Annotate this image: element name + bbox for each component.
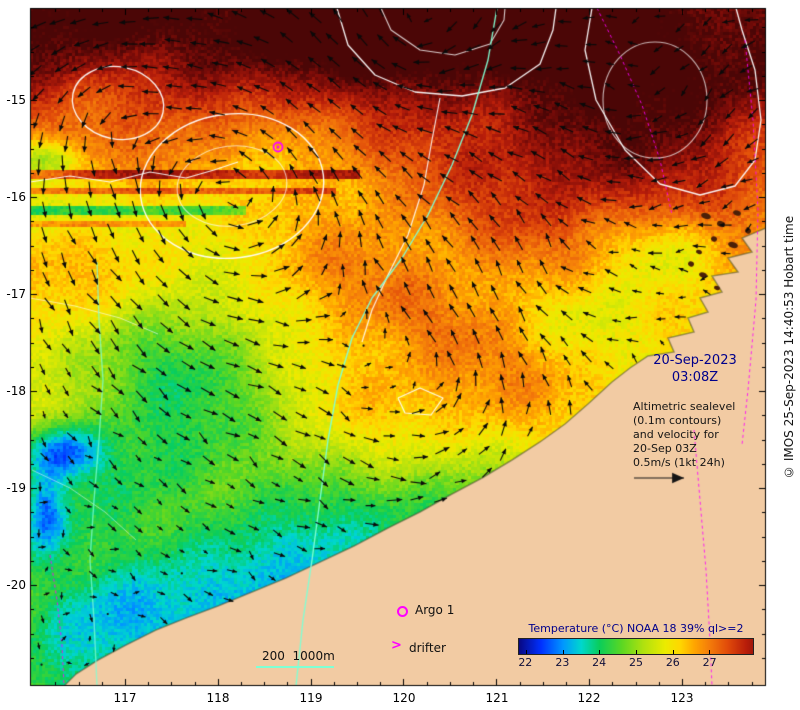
annotation-line: 20-Sep 03Z — [633, 442, 697, 455]
y-axis-label: -17 — [6, 287, 26, 301]
isobath-legend-label: 200 1000m — [262, 649, 335, 663]
colorbar-tick-label: 26 — [665, 656, 680, 669]
annotation-line: (0.1m contours) — [633, 414, 722, 427]
colorbar-tickmark — [672, 650, 674, 654]
y-axis-label: -19 — [6, 481, 26, 495]
x-axis-label: 120 — [392, 691, 416, 705]
colorbar-gradient — [518, 638, 754, 655]
temperature-colorbar: Temperature (°C) NOAA 18 39% ql>=2 22 23… — [518, 622, 754, 670]
isobath-line-icon — [256, 666, 334, 668]
drifter-legend-label: drifter — [409, 641, 446, 655]
y-axis-label: -18 — [6, 384, 26, 398]
x-axis-label: 117 — [113, 691, 137, 705]
colorbar-tick-labels: 22 23 24 25 26 27 — [518, 656, 754, 670]
colorbar-tick-label: 27 — [702, 656, 717, 669]
argo-legend-label: Argo 1 — [415, 603, 455, 617]
timestamp: 20-Sep-2023 03:08Z — [628, 352, 762, 386]
y-axis-label: -15 — [6, 93, 26, 107]
copyright-text: © IMOS 25-Sep-2023 14:40:53 Hobart time — [782, 215, 796, 479]
argo-marker-icon — [397, 606, 408, 617]
colorbar-tickmark — [709, 650, 710, 654]
annotation-block: Altimetric sealevel (0.1m contours) and … — [633, 400, 761, 470]
colorbar-title: Temperature (°C) NOAA 18 39% ql>=2 — [528, 622, 744, 635]
y-axis-label: -20 — [6, 578, 26, 592]
colorbar-tickmark — [636, 650, 637, 654]
x-axis-label: 123 — [670, 691, 694, 705]
annotation-line: Altimetric sealevel — [633, 400, 736, 413]
colorbar-tick-label: 22 — [518, 656, 533, 669]
timestamp-date: 20-Sep-2023 — [653, 353, 737, 368]
colorbar-tick-label: 24 — [592, 656, 607, 669]
colorbar-tickmark — [599, 650, 601, 654]
x-axis-label: 119 — [299, 691, 323, 705]
colorbar-tickmark — [562, 650, 564, 654]
timestamp-time: 03:08Z — [671, 370, 719, 385]
x-axis-label: 118 — [206, 691, 230, 705]
annotation-line: and velocity for — [633, 428, 719, 441]
x-axis-label: 121 — [485, 691, 509, 705]
colorbar-tick-label: 25 — [629, 656, 643, 669]
drifter-marker-icon: > — [391, 638, 402, 653]
annotation-line: 0.5m/s (1kt 24h) — [633, 456, 725, 469]
colorbar-tick-label: 23 — [555, 656, 570, 669]
y-axis-label: -16 — [6, 190, 26, 204]
colorbar-tickmark — [526, 650, 528, 654]
x-axis-label: 122 — [577, 691, 601, 705]
